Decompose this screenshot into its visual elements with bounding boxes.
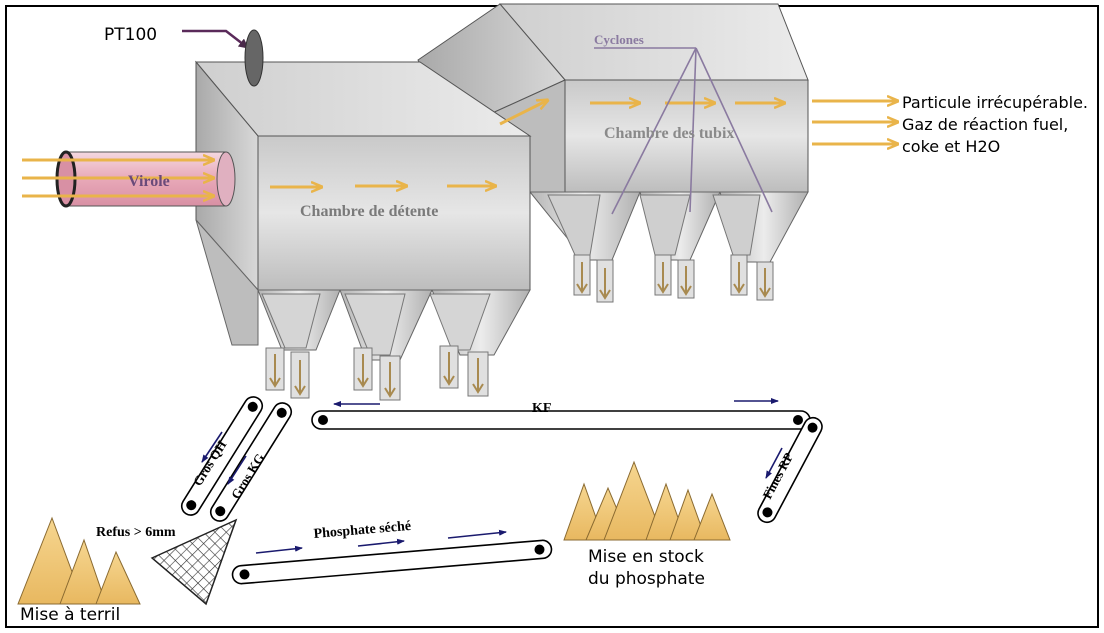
kf-label: KF <box>532 401 551 416</box>
chambre-detente-unit <box>194 60 532 401</box>
gros-kg-arrow <box>227 455 247 485</box>
conveyor-kf <box>311 398 811 430</box>
conveyor-fines-rp <box>757 416 823 524</box>
gros-qh-arrow <box>201 431 223 463</box>
pt100-sensor <box>182 29 264 87</box>
outlet-label-2: Gaz de réaction fuel, <box>902 115 1068 134</box>
phosphate-arrow-1 <box>255 545 303 554</box>
fines-rp-arrow <box>765 447 783 479</box>
chambre-detente-label: Chambre de détente <box>300 203 438 220</box>
terril-label: Mise à terril <box>20 605 120 625</box>
stock-label-1: Mise en stock <box>588 547 704 567</box>
gas-flow-arrows <box>22 100 898 196</box>
screen-mesh <box>150 518 238 606</box>
chambre-tubix-label: Chambre des tubix <box>604 125 734 142</box>
pt100-label: PT100 <box>104 25 157 45</box>
conveyor-gros-kg <box>209 402 293 522</box>
stock-label-2: du phosphate <box>588 569 705 589</box>
cyclones-leader-lines <box>594 47 773 215</box>
stock-piles <box>563 460 731 541</box>
cyclones-label: Cyclones <box>594 32 644 47</box>
virole-label: Virole <box>128 173 170 190</box>
outlet-down-arrows <box>269 262 771 398</box>
outlet-label-1: Particule irrécupérable. <box>902 93 1088 112</box>
refus-label: Refus > 6mm <box>96 525 176 540</box>
conveyor-gros-qh <box>180 396 264 516</box>
chambre-tubix-unit <box>417 3 809 303</box>
phosphate-arrow-3 <box>447 529 507 539</box>
outlet-label-3: coke et H2O <box>902 137 1000 156</box>
phosphate-arrow-2 <box>357 538 405 547</box>
phosphate-seche-label: Phosphate séché <box>313 519 412 542</box>
conveyor-phosphate-seche <box>231 539 553 585</box>
terril-piles <box>17 516 141 605</box>
